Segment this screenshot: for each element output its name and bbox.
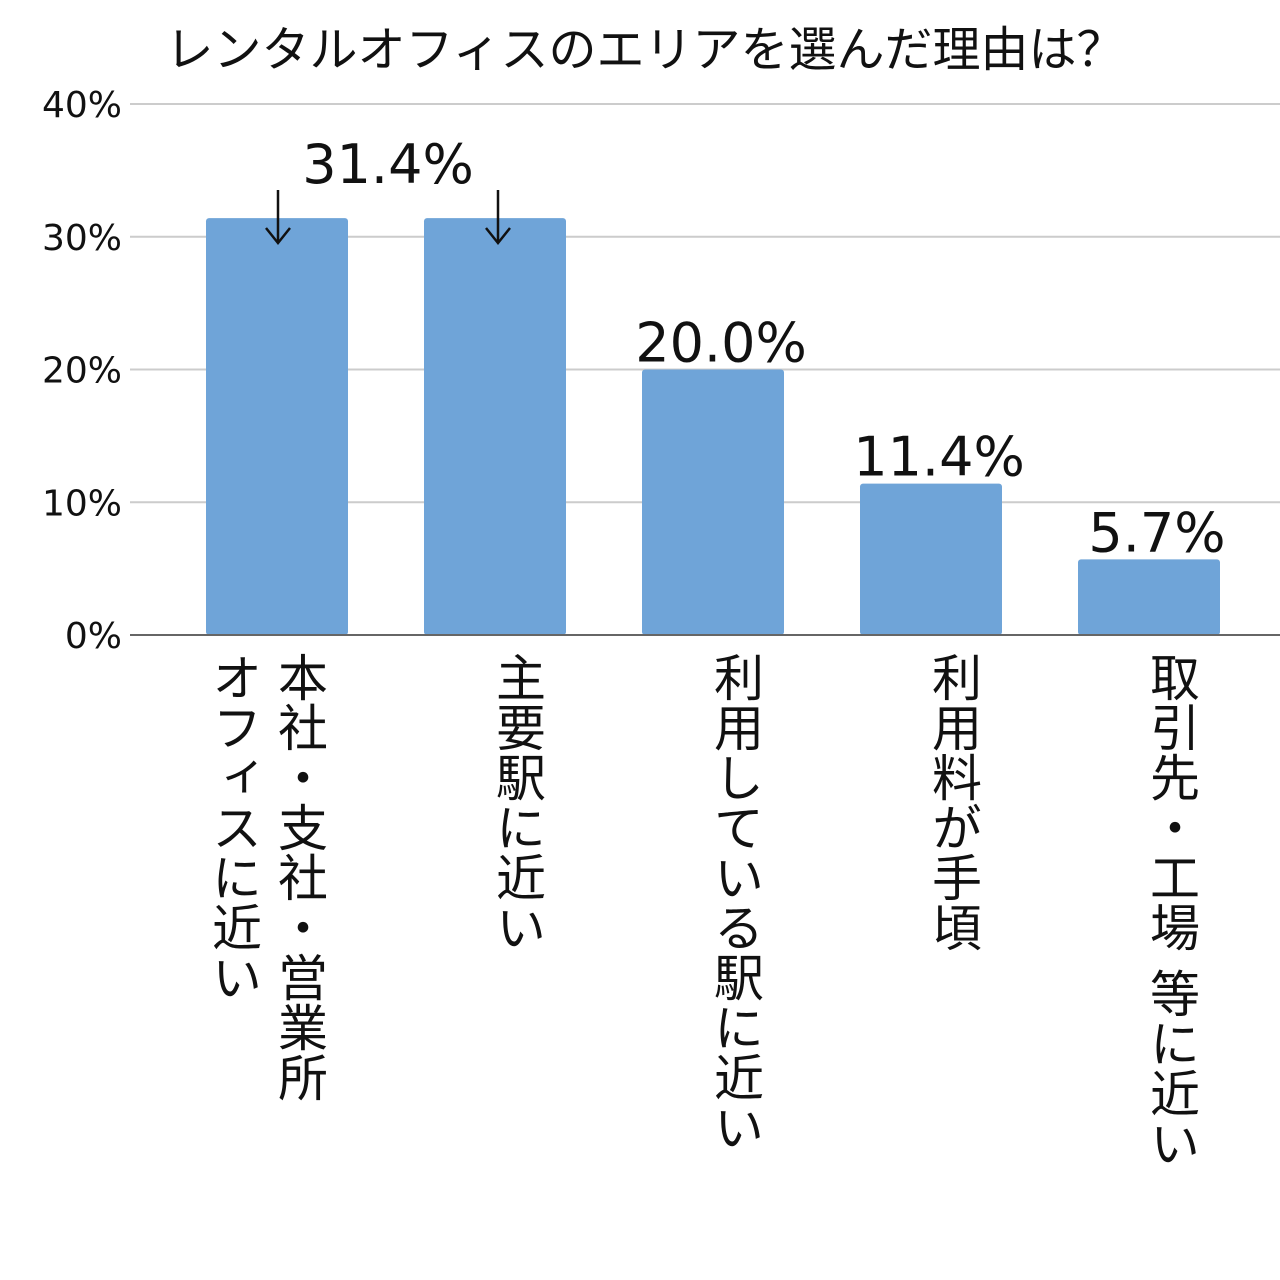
data-label: 11.4% [853, 426, 1025, 489]
category-label: 取引先・工場 等に近い [1142, 652, 1200, 1168]
y-tick-label: 20% [42, 351, 122, 392]
chart-title: レンタルオフィスのエリアを選んだ理由は？ [165, 22, 1124, 78]
category-label: オフィスに近い [204, 652, 262, 1002]
data-label-shared: 31.4% [302, 133, 474, 196]
category-label: 本社・支社・営業所 [270, 652, 328, 1102]
data-label: 20.0% [635, 312, 807, 375]
bar [1078, 559, 1220, 635]
data-labels: 31.4% 20.0% 11.4% 5.7% [265, 133, 1226, 564]
data-label: 5.7% [1088, 501, 1225, 564]
arrow-icon [265, 190, 291, 246]
y-tick-label: 10% [42, 483, 122, 524]
bar [206, 218, 348, 636]
bars [206, 218, 1220, 636]
category-label: 利用している駅に近い [706, 652, 764, 1152]
y-tick-label: 30% [42, 218, 122, 259]
y-tick-label: 40% [42, 85, 122, 126]
bar [424, 218, 566, 636]
bar [642, 369, 784, 635]
y-axis-ticks: 0% 10% 20% 30% 40% [42, 85, 122, 657]
y-tick-label: 0% [65, 616, 122, 657]
category-label: 主要駅に近い [488, 652, 546, 952]
category-label: 利用料が手頃 [924, 652, 982, 952]
bar [860, 483, 1002, 635]
arrow-icon [485, 190, 511, 246]
